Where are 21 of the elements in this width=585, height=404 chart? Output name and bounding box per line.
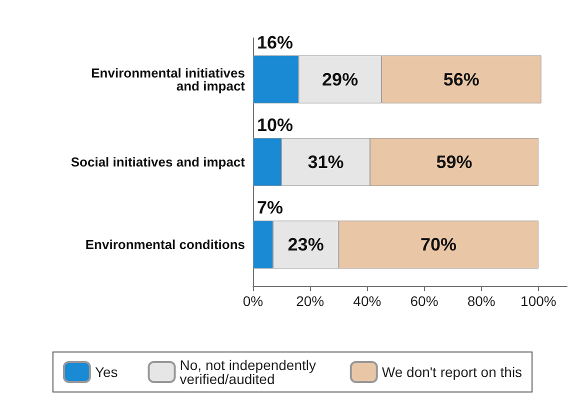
data-label: 31% <box>308 152 344 172</box>
x-tick-label: 0% <box>242 293 264 309</box>
x-tick-label: 100% <box>520 293 556 309</box>
legend-label: No, not independently verified/audited <box>180 357 320 387</box>
x-tick-label: 80% <box>467 293 496 309</box>
data-label: 23% <box>288 234 324 255</box>
data-label: 59% <box>436 152 472 172</box>
legend-label: We don't report on this <box>382 364 522 380</box>
y-tick-label: Social initiatives and impact <box>70 154 246 170</box>
data-label: 10% <box>257 115 294 135</box>
x-tick-label: 60% <box>410 293 438 309</box>
y-tick-label: Environmental initiatives and impact <box>91 65 246 94</box>
data-label: 16% <box>257 32 294 52</box>
data-label: 7% <box>257 198 284 218</box>
data-label: 56% <box>443 69 480 90</box>
legend-label: Yes <box>94 364 118 380</box>
x-tick-label: 40% <box>353 293 382 309</box>
data-label: 70% <box>420 234 457 255</box>
x-tick-label: 20% <box>296 293 324 309</box>
y-tick-label: Environmental conditions <box>85 237 245 252</box>
data-label: 29% <box>322 69 358 90</box>
